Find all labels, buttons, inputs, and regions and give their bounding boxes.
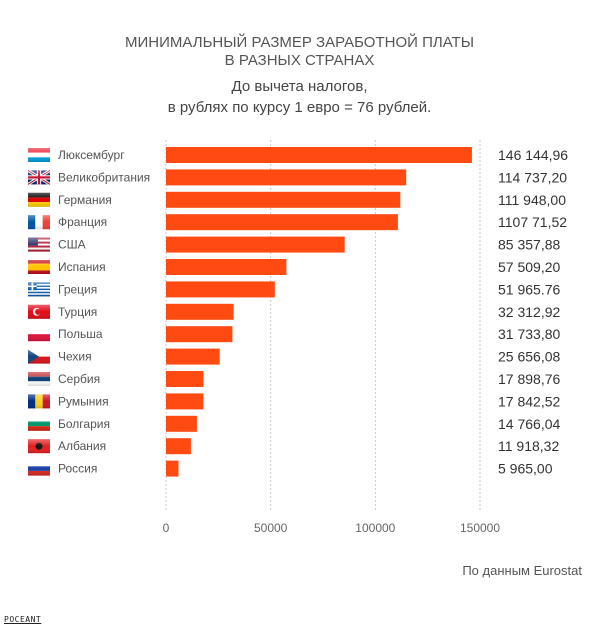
flag-albania-icon bbox=[28, 439, 50, 454]
category-label: Чехия bbox=[58, 350, 92, 364]
bar bbox=[166, 259, 287, 275]
bar bbox=[166, 326, 233, 343]
x-tick-label: 100000 bbox=[355, 521, 395, 535]
flag-czechia-icon bbox=[28, 349, 50, 364]
flag-germany-icon bbox=[28, 192, 50, 207]
value-label: 111 948,00 bbox=[498, 192, 566, 208]
category-label: Россия bbox=[58, 462, 97, 476]
watermark: POCEANT bbox=[4, 615, 42, 624]
category-label: Люксембург bbox=[58, 148, 125, 162]
value-label: 85 357,88 bbox=[498, 237, 560, 253]
flag-luxembourg-icon bbox=[28, 148, 50, 162]
bar bbox=[166, 191, 401, 208]
value-label: 114 737,20 bbox=[498, 169, 567, 185]
value-label: 11 918,32 bbox=[498, 438, 559, 454]
category-label: Сербия bbox=[58, 372, 100, 386]
flag-uk-icon bbox=[27, 169, 51, 186]
bar bbox=[166, 281, 275, 298]
flag-turkey-icon bbox=[28, 304, 50, 319]
category-label: Албания bbox=[58, 439, 106, 453]
bar bbox=[166, 393, 204, 410]
category-label: Германия bbox=[58, 193, 112, 207]
flag-bulgaria-icon bbox=[28, 416, 50, 431]
chart-title-line2: В РАЗНЫХ СТРАНАХ bbox=[224, 52, 375, 69]
flags bbox=[27, 148, 51, 476]
bar bbox=[166, 214, 398, 231]
bar bbox=[166, 371, 204, 387]
category-label: США bbox=[58, 238, 86, 252]
x-tick-label: 150000 bbox=[460, 521, 500, 535]
bar bbox=[166, 348, 220, 365]
source-note: По данным Eurostat bbox=[462, 563, 582, 578]
value-label: 14 766,04 bbox=[498, 416, 560, 432]
bar bbox=[166, 303, 234, 320]
chart-title: МИНИМАЛЬНЫЙ РАЗМЕР ЗАРАБОТНОЙ ПЛАТЫ В РА… bbox=[0, 34, 599, 70]
bar bbox=[166, 236, 345, 253]
flag-romania-icon bbox=[28, 394, 50, 409]
flag-poland-icon bbox=[28, 327, 50, 342]
value-label: 57 509,20 bbox=[498, 259, 560, 275]
value-label: 25 656,08 bbox=[498, 349, 560, 365]
flag-usa-icon bbox=[28, 237, 50, 252]
value-label: 1107 71,52 bbox=[498, 214, 567, 230]
x-tick-label: 0 bbox=[163, 521, 170, 535]
category-label: Великобритания bbox=[58, 170, 150, 184]
category-labels: Люксембург Великобритания Германия Франция С… bbox=[58, 148, 150, 476]
flag-france-icon bbox=[28, 215, 50, 230]
bar bbox=[166, 147, 472, 163]
bar bbox=[166, 169, 407, 186]
chart-subtitle-line1: До вычета налогов, bbox=[231, 78, 368, 95]
flag-serbia-icon bbox=[28, 372, 50, 386]
bar bbox=[166, 415, 197, 432]
category-label: Греция bbox=[58, 282, 97, 296]
chart-subtitle-line2: в рублях по курсу 1 евро = 76 рублей. bbox=[167, 99, 432, 116]
category-label: Румыния bbox=[58, 394, 109, 408]
bar-chart: Люксембург Великобритания Германия Франция С… bbox=[27, 140, 568, 535]
chart-subtitle: До вычета налогов, в рублях по курсу 1 е… bbox=[0, 76, 599, 118]
category-label: Испания bbox=[58, 260, 106, 274]
bars bbox=[166, 147, 472, 477]
value-label: 32 312,92 bbox=[498, 304, 560, 320]
category-label: Турция bbox=[58, 305, 97, 319]
value-label: 31 733,80 bbox=[498, 326, 560, 342]
x-tick-label: 50000 bbox=[254, 521, 288, 535]
chart-title-line1: МИНИМАЛЬНЫЙ РАЗМЕР ЗАРАБОТНОЙ ПЛАТЫ bbox=[125, 34, 474, 51]
value-label: 17 898,76 bbox=[498, 371, 560, 387]
flag-greece-icon bbox=[28, 282, 50, 297]
bar bbox=[166, 438, 191, 455]
value-labels: 146 144,96 114 737,20 111 948,00 1107 71,52… bbox=[498, 147, 568, 477]
value-label: 17 842,52 bbox=[498, 393, 560, 409]
value-label: 51 965.76 bbox=[498, 281, 560, 297]
category-label: Франция bbox=[58, 215, 107, 229]
bar bbox=[166, 460, 179, 477]
category-label: Польша bbox=[58, 327, 103, 341]
value-label: 146 144,96 bbox=[498, 147, 568, 163]
x-axis-ticks: 0 50000 100000 150000 bbox=[163, 521, 501, 535]
flag-russia-icon bbox=[28, 461, 50, 476]
category-label: Болгария bbox=[58, 417, 110, 431]
flag-spain-icon bbox=[28, 260, 50, 274]
value-label: 5 965,00 bbox=[498, 461, 553, 477]
